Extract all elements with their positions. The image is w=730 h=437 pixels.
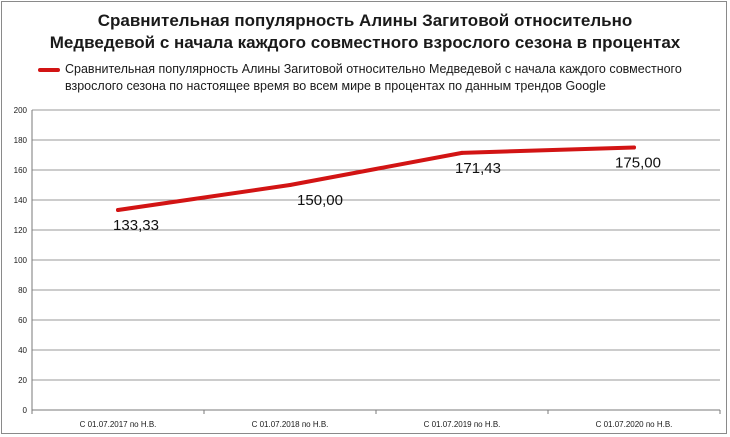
chart-title-line-2: Медведевой с начала каждого совместного …: [49, 33, 681, 52]
y-tick-label: 40: [18, 346, 27, 355]
y-tick-label: 180: [14, 136, 28, 145]
data-label: 133,33: [113, 217, 159, 234]
chart-title: Сравнительная популярность Алины Загитов…: [0, 10, 730, 54]
y-tick-label: 100: [14, 256, 28, 265]
data-point: [116, 208, 120, 213]
y-tick-label: 160: [14, 166, 28, 175]
legend-label-line-1: Сравнительная популярность Алины Загитов…: [65, 62, 682, 76]
y-tick-label: 60: [18, 316, 27, 325]
legend-label-line-2: взрослого сезона по настоящее время во в…: [65, 79, 606, 93]
y-tick-label: 140: [14, 196, 28, 205]
chart-legend: Сравнительная популярность Алины Загитов…: [38, 61, 718, 95]
data-point: [288, 183, 292, 187]
x-tick-label: С 01.07.2019 по Н.В.: [424, 420, 501, 429]
chart-title-line-1: Сравнительная популярность Алины Загитов…: [97, 11, 633, 30]
y-tick-label: 200: [14, 106, 28, 115]
x-tick-label: С 01.07.2018 по Н.В.: [252, 420, 329, 429]
data-label: 175,00: [615, 155, 661, 172]
series-line: [116, 145, 636, 213]
data-label: 171,43: [455, 160, 501, 177]
data-point: [632, 145, 636, 150]
x-tick-label: С 01.07.2017 по Н.В.: [80, 420, 157, 429]
data-label: 150,00: [297, 192, 343, 209]
y-tick-label: 20: [18, 376, 27, 385]
x-tick-label: С 01.07.2020 по Н.В.: [596, 420, 673, 429]
legend-line-swatch: [38, 68, 60, 72]
y-tick-label: 120: [14, 226, 28, 235]
y-tick-label: 80: [18, 286, 27, 295]
y-tick-label: 0: [23, 406, 28, 415]
data-point: [460, 150, 464, 155]
